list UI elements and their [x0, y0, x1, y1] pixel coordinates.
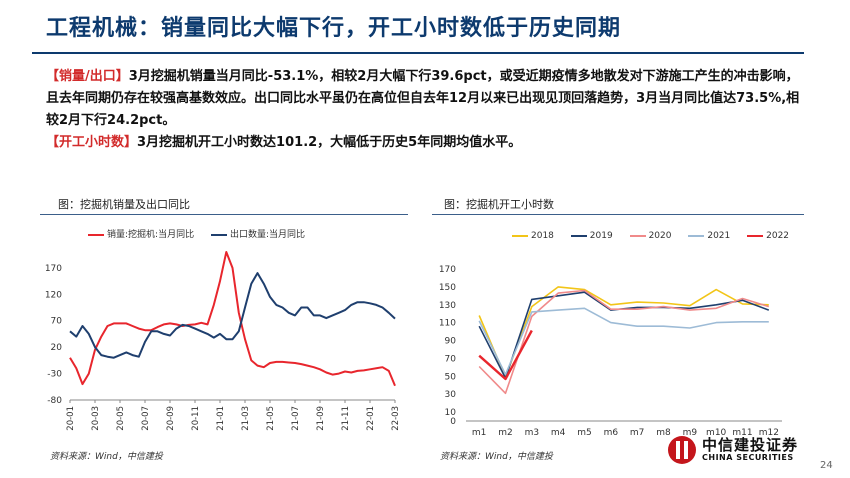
- left-x-tick-label-3: 20-07: [141, 406, 151, 431]
- legend-item-2022: 2022: [747, 231, 789, 241]
- right-y-tick-label-1: 10: [445, 408, 457, 418]
- legend-swatch-sales: [88, 233, 104, 236]
- right-y-tick-label-9: 170: [439, 265, 456, 275]
- right-x-tick-label-2: m3: [525, 428, 540, 438]
- right-series-line-2018: [478, 286, 769, 378]
- logo-english-name: CHINA SECURITIES: [702, 453, 794, 462]
- left-y-tick-label-2: 20: [51, 343, 63, 353]
- right-x-tick-label-5: m6: [604, 428, 619, 438]
- sales-export-tag: 【销量/出口】: [46, 69, 129, 84]
- legend-item-2020: 2020: [629, 231, 672, 241]
- left-x-tick-label-8: 21-05: [266, 406, 276, 431]
- right-y-tick-label-5: 90: [445, 337, 457, 347]
- left-x-tick-label-10: 21-09: [316, 406, 326, 431]
- legend-swatch-2020: [629, 234, 646, 237]
- right-y-tick-label-4: 70: [445, 354, 457, 364]
- legend-swatch-2021: [688, 234, 705, 237]
- work-hours-text: 3月挖掘机开工小时数达101.2，大幅低于历史5年同期均值水平。: [137, 135, 522, 150]
- legend-swatch-2019: [570, 234, 587, 237]
- legend-swatch-2018: [512, 234, 528, 237]
- left-x-tick-label-6: 21-01: [216, 406, 226, 431]
- right-x-tick-label-8: m9: [683, 428, 698, 438]
- right-series-line-2022: [478, 329, 533, 381]
- left-y-tick-label-1: -30: [47, 370, 62, 380]
- sales-export-text: 3月挖掘机销量当月同比-53.1%，相较2月大幅下行39.6pct，或受近期疫情…: [46, 69, 800, 128]
- right-x-tick-label-4: m5: [577, 428, 592, 438]
- company-logo: 中信建投证券 CHINA SECURITIES: [668, 434, 813, 466]
- right-x-tick-label-6: m7: [630, 428, 645, 438]
- legend-item-2019: 2019: [570, 231, 613, 241]
- left-x-tick-label-13: 22-03: [391, 406, 401, 431]
- left-x-tick-label-11: 21-11: [341, 406, 351, 431]
- right-x-tick-label-0: m1: [472, 428, 487, 438]
- legend-swatch-export: [210, 233, 227, 236]
- right-chart-legend: 2018 2019 2020 2021 2022: [512, 231, 803, 241]
- legend-item-export: 出口数量:当月同比: [210, 227, 305, 240]
- left-series-line-1: [69, 272, 396, 359]
- right-x-tick-label-10: m11: [732, 428, 752, 438]
- left-y-tick-label-3: 70: [51, 317, 63, 327]
- left-chart-title: 图：挖掘机销量及出口同比: [58, 198, 190, 211]
- left-y-tick-label-0: -80: [47, 396, 62, 406]
- right-y-tick-label-7: 130: [439, 301, 456, 311]
- legend-label-2018: 2018: [531, 231, 554, 241]
- right-x-tick-label-7: m8: [656, 428, 671, 438]
- legend-item-2021: 2021: [688, 231, 730, 241]
- right-x-tick-label-9: m10: [706, 428, 726, 438]
- left-chart-legend: 销量:挖掘机:当月同比 出口数量:当月同比: [88, 227, 319, 240]
- right-chart-rule: [432, 214, 804, 215]
- left-x-tick-label-4: 20-09: [166, 406, 176, 431]
- left-x-tick-label-9: 21-07: [291, 406, 301, 431]
- right-series-line-2021: [478, 307, 769, 376]
- paragraph-sales: 【销量/出口】3月挖掘机销量当月同比-53.1%，相较2月大幅下行39.6pct…: [46, 66, 806, 132]
- right-chart-source: 资料来源：Wind，中信建投: [440, 452, 553, 462]
- right-line-chart: 010 30 50 70 90 110 130 150 170 m1 m2 m3 m4 m5 m6 m7 m8 m…: [439, 265, 782, 438]
- legend-label-export: 出口数量:当月同比: [229, 230, 305, 240]
- right-y-tick-label-3: 50: [445, 372, 457, 382]
- slide-title: 工程机械：销量同比大幅下行，开工小时数低于历史同期: [46, 16, 622, 41]
- right-series-line-2020: [478, 289, 770, 395]
- logo-mark-icon: [668, 436, 696, 464]
- work-hours-tag: 【开工小时数】: [46, 135, 138, 150]
- right-x-tick-label-1: m2: [498, 428, 513, 438]
- legend-label-2019: 2019: [589, 231, 613, 241]
- title-rule: [32, 52, 804, 54]
- right-y-tick-label-6: 110: [439, 319, 456, 329]
- right-chart-title: 图：挖掘机开工小时数: [444, 198, 554, 211]
- left-x-tick-label-7: 21-03: [241, 406, 251, 431]
- right-x-tick-label-3: m4: [551, 428, 566, 438]
- page-number: 24: [820, 460, 833, 471]
- legend-item-2018: 2018: [512, 231, 554, 241]
- left-series-line-0: [69, 251, 396, 387]
- legend-label-2022: 2022: [766, 231, 790, 241]
- legend-swatch-2022: [747, 234, 764, 237]
- right-y-tick-label-8: 150: [439, 283, 456, 293]
- legend-label-2021: 2021: [707, 231, 731, 241]
- legend-label-sales: 销量:挖掘机:当月同比: [107, 230, 195, 240]
- paragraph-hours: 【开工小时数】3月挖掘机开工小时数达101.2，大幅低于历史5年同期均值水平。: [46, 132, 806, 154]
- right-y-tick-label-0: 0: [450, 417, 456, 427]
- summary-text: 【销量/出口】3月挖掘机销量当月同比-53.1%，相较2月大幅下行39.6pct…: [46, 66, 806, 154]
- left-y-tick-label-5: 170: [45, 264, 62, 274]
- left-y-tick-label-4: 120: [45, 290, 62, 300]
- left-chart-rule: [40, 214, 408, 215]
- left-chart-source: 资料来源：Wind，中信建投: [50, 452, 163, 462]
- left-x-tick-label-0: 20-01: [66, 406, 76, 431]
- right-y-tick-label-2: 30: [445, 390, 457, 400]
- legend-item-sales: 销量:挖掘机:当月同比: [88, 227, 194, 240]
- legend-label-2020: 2020: [648, 231, 672, 241]
- right-x-tick-label-11: m12: [759, 428, 779, 438]
- left-x-tick-label-2: 20-05: [116, 406, 126, 431]
- logo-chinese-name: 中信建投证券: [702, 436, 799, 454]
- left-x-tick-label-12: 22-01: [366, 406, 376, 431]
- left-line-chart: -80 -30 20 70 120 170 20-01 20-03 20-05 20-07 20-0…: [45, 251, 401, 431]
- left-x-tick-label-1: 20-03: [91, 406, 101, 431]
- left-x-tick-label-5: 20-11: [191, 406, 201, 431]
